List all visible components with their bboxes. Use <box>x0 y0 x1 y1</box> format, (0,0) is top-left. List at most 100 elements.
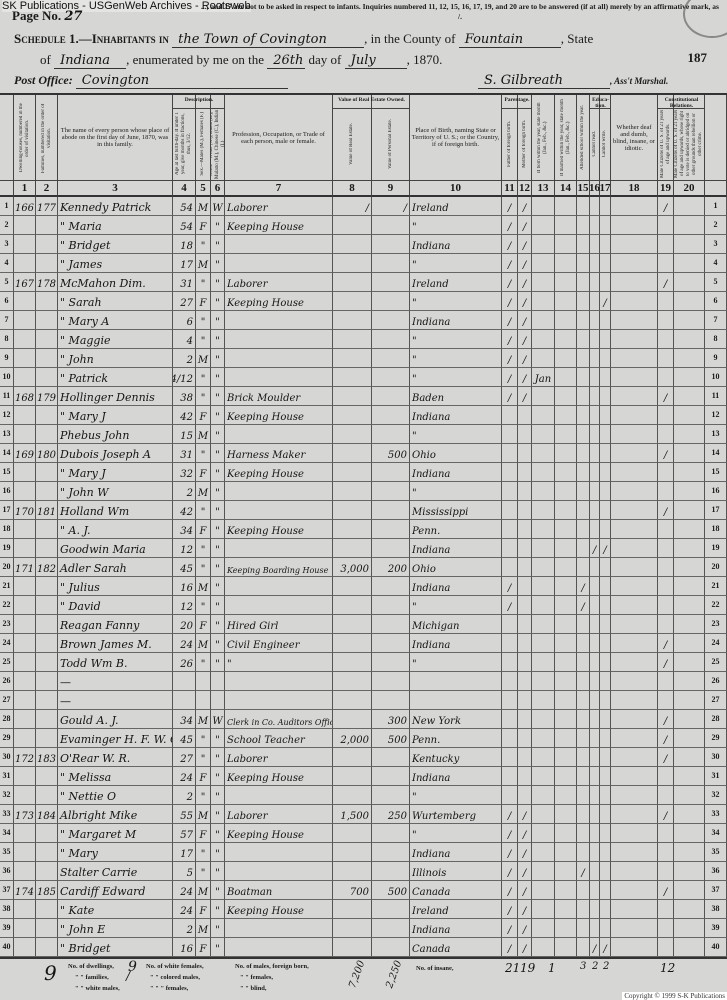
row-number: 38 <box>0 900 14 919</box>
cell-personal <box>372 425 410 444</box>
census-row: 8 " Maggie 4 " " " //8 <box>0 330 727 349</box>
row-number: 16 <box>0 482 14 501</box>
cell-real <box>333 444 372 463</box>
cell-c17 <box>600 444 611 463</box>
cell-real <box>333 273 372 292</box>
row-number: 14 <box>0 444 14 463</box>
cell-c20 <box>674 520 705 539</box>
cell-c16 <box>590 634 600 653</box>
cell-family: 179 <box>36 387 58 406</box>
cell-name: " Maggie <box>58 330 173 349</box>
county-label: , in the County of <box>364 31 456 46</box>
cell-sex: F <box>196 615 211 634</box>
cell-c15 <box>577 197 590 216</box>
cell-occupation <box>225 425 333 444</box>
census-row: 25 Todd Wm B. 26 " " " "/25 <box>0 653 727 672</box>
col11-total: 21 <box>505 961 521 975</box>
cell-color: " <box>211 938 225 957</box>
cell-c17 <box>600 482 611 501</box>
cell-c11 <box>502 653 518 672</box>
cell-birth: Indiana <box>410 463 502 482</box>
cell-c15 <box>577 805 590 824</box>
cell-c16 <box>590 672 600 691</box>
column-number-17: 17 <box>600 180 611 197</box>
row-number-header <box>0 95 14 180</box>
census-row: 18 " A. J. 34 F " Keeping House Penn. 18 <box>0 520 727 539</box>
cell-c17 <box>600 824 611 843</box>
row-number: 25 <box>0 653 14 672</box>
cell-dwelling <box>14 691 36 710</box>
cell-sex: F <box>196 216 211 235</box>
cell-name: " Bridget <box>58 235 173 254</box>
cell-birth: " <box>410 482 502 501</box>
cell-c16 <box>590 330 600 349</box>
white-females-label: No. of white females, <box>146 963 204 970</box>
cell-c15 <box>577 444 590 463</box>
cell-c18 <box>611 577 658 596</box>
row-number: 39 <box>705 919 727 938</box>
column-header-label: If born within the year, state month (Ja… <box>537 102 548 173</box>
cell-c16 <box>590 596 600 615</box>
cell-c19: / <box>658 273 674 292</box>
cell-personal <box>372 900 410 919</box>
cell-family <box>36 710 58 729</box>
cell-c15 <box>577 900 590 919</box>
column-header-14: If married within the year, state month … <box>555 95 577 180</box>
cell-c18 <box>611 520 658 539</box>
cell-personal <box>372 862 410 881</box>
row-number: 27 <box>0 691 14 710</box>
cell-age: 24 <box>173 634 196 653</box>
cell-family <box>36 729 58 748</box>
census-row: 19 Goodwin Maria 12 " " Indiana //19 <box>0 539 727 558</box>
column-header-16: Cannot read. <box>590 95 600 180</box>
cell-c20 <box>674 539 705 558</box>
cell-dwelling <box>14 406 36 425</box>
cell-c20 <box>674 672 705 691</box>
cell-c11: / <box>502 254 518 273</box>
census-row: 27 — 27 <box>0 691 727 710</box>
cell-age <box>173 691 196 710</box>
cell-name: " Maria <box>58 216 173 235</box>
cell-c16 <box>590 197 600 216</box>
cell-birth: Baden <box>410 387 502 406</box>
cell-c16 <box>590 311 600 330</box>
cell-c15 <box>577 710 590 729</box>
cell-family <box>36 786 58 805</box>
cell-personal <box>372 919 410 938</box>
cell-personal <box>372 463 410 482</box>
cell-c13 <box>532 482 555 501</box>
cell-c14 <box>555 387 577 406</box>
cell-c15 <box>577 615 590 634</box>
row-number: 35 <box>0 843 14 862</box>
cell-c18 <box>611 349 658 368</box>
cell-birth <box>410 691 502 710</box>
cell-color: " <box>211 539 225 558</box>
state-label: , State <box>560 31 594 46</box>
cell-sex: " <box>196 330 211 349</box>
cell-c11: / <box>502 577 518 596</box>
cell-sex: " <box>196 311 211 330</box>
cell-name: Kennedy Patrick <box>58 197 173 216</box>
cell-c20 <box>674 710 705 729</box>
stamp-page-number: 187 <box>687 50 708 65</box>
cell-family <box>36 919 58 938</box>
cell-family <box>36 824 58 843</box>
cell-dwelling <box>14 254 36 273</box>
cell-c14 <box>555 501 577 520</box>
cell-sex: F <box>196 520 211 539</box>
census-row: 6 " Sarah 27 F " Keeping House " / //6 <box>0 292 727 311</box>
state-value: Indiana <box>54 53 127 69</box>
cell-real <box>333 672 372 691</box>
cell-personal: 300 <box>372 710 410 729</box>
row-number: 34 <box>0 824 14 843</box>
cell-color: W <box>211 710 225 729</box>
cell-sex: F <box>196 463 211 482</box>
cell-family <box>36 368 58 387</box>
cell-c20 <box>674 596 705 615</box>
cell-sex: " <box>196 368 211 387</box>
cell-color: " <box>211 900 225 919</box>
row-number: 20 <box>705 558 727 577</box>
cell-c14 <box>555 406 577 425</box>
cell-dwelling <box>14 615 36 634</box>
row-number: 11 <box>705 387 727 406</box>
